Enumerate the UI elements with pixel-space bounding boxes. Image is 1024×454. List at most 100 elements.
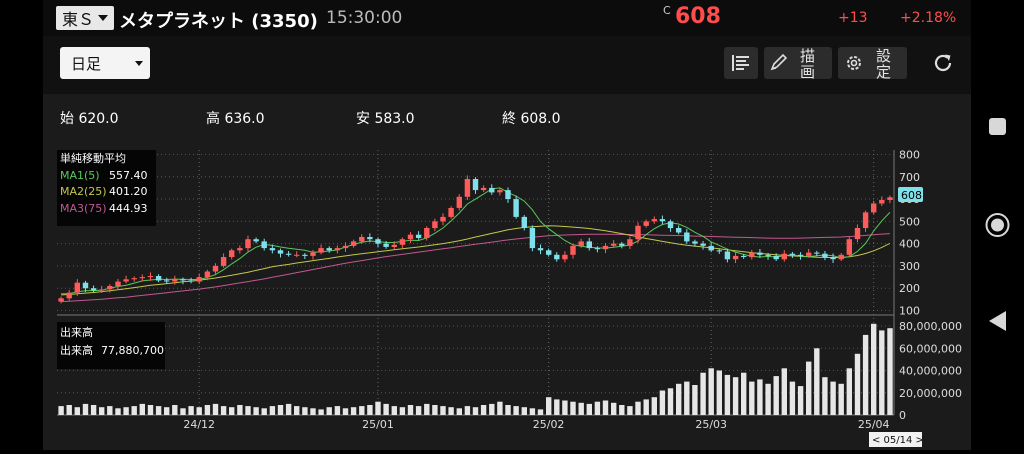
close-value: 608.0 (520, 111, 561, 127)
market-selector[interactable]: 東Ｓ (56, 6, 115, 30)
candle-body (513, 199, 519, 217)
volume-bar (749, 381, 755, 415)
volume-bar (716, 370, 722, 415)
quote-header: 東Ｓ メタプラネット (3350) 15:30:00 C 608 +13 +2.… (43, 0, 971, 36)
volume-bar (586, 403, 592, 415)
settings-button[interactable]: 設 定 (838, 47, 907, 79)
volume-bar (66, 405, 72, 415)
ma3-line (61, 233, 890, 303)
volume-bar (773, 376, 779, 415)
volume-bar (204, 405, 211, 415)
candle-body (537, 248, 544, 251)
candle-body (814, 252, 820, 254)
candle-body (66, 292, 72, 299)
ma2-legend-value: 401.20 (109, 185, 148, 198)
candle-body (123, 279, 129, 282)
candle-body (505, 190, 511, 199)
volume-bar (497, 401, 503, 415)
volume-bar (667, 388, 674, 415)
open-label: 始 (60, 111, 74, 127)
low-label: 安 (356, 111, 370, 127)
volume-bar (659, 390, 666, 415)
back-icon[interactable] (989, 311, 1006, 331)
current-price-tag-label: 608 (901, 189, 922, 202)
candle-body (432, 221, 438, 229)
low-value-group: 安 583.0 (356, 108, 415, 128)
price-tick-label: 800 (899, 150, 920, 162)
candle-body (594, 248, 601, 250)
candle-body (302, 254, 308, 256)
chart-toolbar: 日足 描 画 設 定 (43, 36, 971, 94)
volume-bar (147, 405, 154, 415)
volume-bar (424, 403, 430, 415)
volume-bar (724, 374, 731, 415)
volume-bar (692, 385, 698, 415)
volume-bar (643, 399, 649, 415)
volume-bar (611, 402, 617, 415)
period-selector[interactable]: 日足 (60, 47, 150, 79)
volume-bar (765, 383, 771, 415)
open-value: 620.0 (78, 111, 119, 127)
stock-chart[interactable]: 800700600500400300200100 80,000,00060,00… (43, 150, 971, 450)
current-price-marker: 608 (898, 187, 923, 202)
volume-bar (537, 409, 544, 415)
candle-body (521, 216, 527, 228)
candle-body (879, 199, 885, 204)
app-window: 東Ｓ メタプラネット (3350) 15:30:00 C 608 +13 +2.… (43, 0, 971, 450)
volume-bar (82, 403, 89, 415)
volume-bar (472, 407, 479, 415)
candle-body (107, 286, 113, 290)
home-icon[interactable] (985, 213, 1010, 237)
candle-body (659, 219, 666, 222)
candles-layer (58, 175, 893, 304)
candle-body (99, 289, 105, 291)
volume-bar (887, 328, 893, 415)
candle-body (749, 252, 755, 258)
list-icon (732, 55, 749, 71)
candle-body (546, 250, 552, 255)
open-value-group: 始 620.0 (60, 108, 119, 128)
volume-bar (90, 405, 97, 415)
candle-body (822, 253, 828, 257)
candle-body (229, 250, 235, 257)
candle-body (74, 282, 80, 293)
volume-bar (789, 381, 796, 415)
candle-body (692, 241, 698, 244)
draw-button[interactable]: 描 画 (764, 47, 832, 79)
candle-body (245, 239, 251, 249)
high-value-group: 高 636.0 (206, 108, 265, 128)
volume-bar (602, 400, 609, 415)
candle-body (708, 245, 714, 251)
period-label: 日足 (71, 54, 102, 73)
volume-bar (302, 407, 308, 415)
candle-body (115, 281, 121, 287)
volume-legend: 出来高 出来高 77,880,700 (57, 322, 165, 369)
volume-bar (619, 405, 625, 415)
recent-apps-icon[interactable] (989, 118, 1006, 135)
candle-body (676, 228, 682, 233)
settings-button-label: 設 定 (876, 47, 892, 79)
candle-body (220, 257, 227, 266)
volume-bar (489, 403, 495, 415)
ma2-legend-name: MA2(25) (60, 185, 107, 198)
caret-down-icon (135, 61, 143, 66)
volume-bar (375, 401, 381, 415)
volume-bar (212, 403, 219, 415)
ma3-legend-value: 444.93 (109, 202, 148, 215)
high-value: 636.0 (224, 111, 265, 127)
volume-bar (269, 406, 276, 415)
volume-bar (342, 408, 349, 415)
candle-body (350, 241, 357, 246)
price-axis: 800700600500400300200100 (899, 150, 920, 318)
volume-bar (480, 405, 487, 415)
candle-body (724, 251, 731, 260)
volume-bar (294, 406, 300, 415)
date-cursor[interactable]: < 05/14 > (869, 432, 924, 447)
volume-bar (578, 402, 584, 415)
candle-body (180, 279, 186, 281)
refresh-icon[interactable] (931, 51, 955, 75)
volume-bar (131, 406, 137, 415)
indicator-list-button[interactable] (724, 47, 758, 79)
ma1-legend-name: MA1(5) (60, 169, 100, 182)
candle-body (253, 239, 259, 242)
